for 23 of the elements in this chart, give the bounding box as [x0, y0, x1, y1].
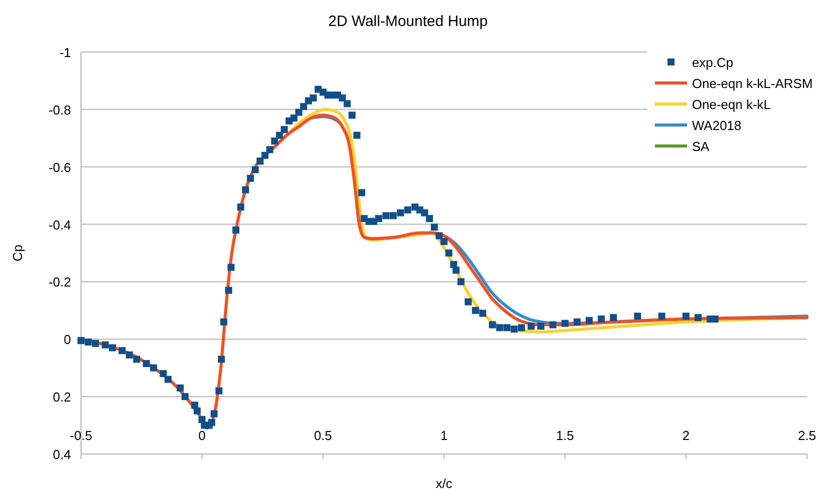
y-tick-label: -0.4 — [48, 217, 71, 232]
y-tick-label: -0.2 — [48, 274, 71, 290]
legend-label: exp.Cp — [692, 55, 734, 70]
legend-label: One-eqn k-kL-ARSM — [692, 76, 813, 91]
y-tick-label: 0 — [64, 332, 71, 348]
y-tick-label: 0.4 — [52, 447, 71, 462]
x-tick-label: 1 — [440, 428, 448, 443]
y-tick-label: 0.2 — [52, 390, 71, 405]
y-tick-label: -0.6 — [48, 160, 71, 175]
x-tick-label: 0 — [198, 428, 206, 443]
x-tick-label: 2.5 — [798, 428, 816, 443]
x-tick-label: 2 — [682, 428, 690, 443]
x-tick-label: 1.5 — [556, 428, 574, 443]
x-axis-title: x/c — [436, 476, 453, 491]
y-tick-label: -1 — [59, 45, 71, 60]
legend-label: One-eqn k-kL — [692, 97, 771, 112]
legend-label: SA — [692, 139, 710, 154]
x-tick-label: -0.5 — [70, 428, 92, 443]
y-tick-label: -0.8 — [48, 102, 71, 118]
legend-label: WA2018 — [692, 118, 742, 133]
y-axis-title: Cp — [10, 244, 25, 262]
chart-title: 2D Wall-Mounted Hump — [328, 13, 488, 30]
x-tick-label: 0.5 — [314, 428, 332, 443]
